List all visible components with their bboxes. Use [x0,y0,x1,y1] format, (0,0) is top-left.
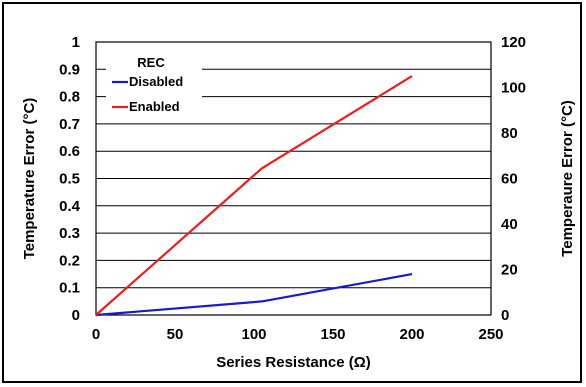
chart-frame [2,2,582,383]
plot-area [95,41,492,316]
y-tick-label-left: 0.3 [59,225,80,242]
legend-label-disabled: Disabled [129,74,183,89]
y-tick-label-left: 0.5 [59,171,80,188]
y-tick-label-right: 20 [501,262,518,279]
x-tick-label: 150 [320,326,345,343]
y-axis-label-left: Temperature Error (°C) [21,98,38,260]
x-tick-label: 200 [399,326,424,343]
y-tick-label-right: 60 [501,171,518,188]
legend: REC Disabled Enabled [106,50,202,122]
x-tick-label: 0 [92,326,100,343]
x-tick-label: 100 [241,326,266,343]
y-tick-label-right: 80 [501,125,518,142]
y-tick-label-left: 0.8 [59,89,80,106]
y-tick-label-left: 0 [72,307,80,324]
y-tick-label-left: 0.1 [59,280,80,297]
series-line-disabled [95,273,413,317]
y-tick-label-right: 120 [501,34,526,51]
legend-box [106,50,202,122]
tick-labels: 0 0.1 0.2 0.3 0.4 0.5 0.6 0.7 0.8 0.9 1 0 20 40 60 80 10… [59,34,526,343]
legend-items: Disabled Enabled [112,74,183,114]
x-tick-label: 50 [167,326,184,343]
legend-label-enabled: Enabled [129,99,180,114]
x-tick-label: 250 [478,326,503,343]
y-axis-label-right: Temperaure Error (°C) [559,100,576,257]
y-tick-label-left: 0.6 [59,143,80,160]
y-tick-label-left: 0.9 [59,61,80,78]
series-lines [95,75,413,317]
y-tick-label-left: 0.4 [59,198,81,215]
series-line-enabled [95,75,413,316]
y-tick-label-left: 1 [72,34,80,51]
y-tick-label-left: 0.7 [59,116,80,133]
legend-title: REC [137,55,165,70]
y-tick-label-left: 0.2 [59,252,80,269]
x-axis-label: Series Resistance (Ω) [216,354,371,371]
y-tick-label-right: 40 [501,216,518,233]
y-tick-label-right: 100 [501,80,526,97]
y-tick-label-right: 0 [501,307,509,324]
